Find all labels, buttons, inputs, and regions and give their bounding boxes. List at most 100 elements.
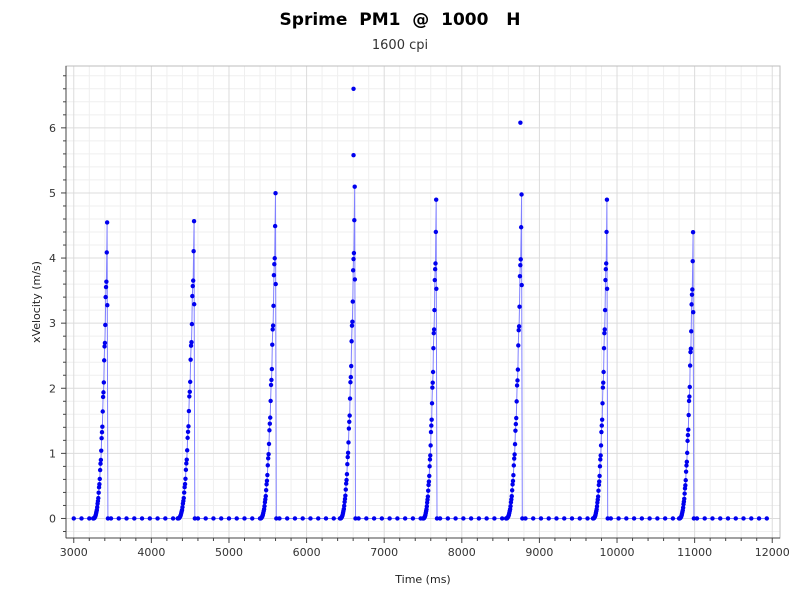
data-point bbox=[180, 504, 185, 510]
data-point bbox=[426, 488, 431, 493]
data-point bbox=[192, 302, 197, 307]
data-point bbox=[499, 516, 505, 521]
data-point bbox=[402, 516, 408, 521]
data-point bbox=[519, 192, 524, 197]
data-point bbox=[347, 413, 352, 418]
data-point bbox=[461, 516, 466, 521]
data-point bbox=[250, 516, 255, 521]
data-point bbox=[102, 344, 107, 349]
data-point bbox=[352, 184, 357, 189]
data-point bbox=[342, 503, 347, 509]
data-point bbox=[71, 516, 76, 521]
x-tick-label: 5000 bbox=[215, 546, 243, 559]
data-point bbox=[101, 390, 106, 395]
data-point bbox=[518, 262, 523, 268]
data-point bbox=[190, 283, 195, 289]
data-point bbox=[433, 261, 438, 266]
data-point bbox=[346, 440, 351, 445]
data-point bbox=[387, 516, 392, 521]
data-point bbox=[523, 516, 528, 521]
data-point bbox=[599, 423, 604, 428]
x-tick-label: 9000 bbox=[525, 546, 553, 559]
data-point bbox=[348, 380, 353, 385]
data-point bbox=[100, 409, 105, 414]
data-point bbox=[347, 396, 353, 401]
y-axis-label: xVelocity (m/s) bbox=[30, 261, 43, 343]
data-point bbox=[733, 516, 738, 521]
plot-area bbox=[66, 66, 780, 538]
data-point bbox=[741, 516, 746, 521]
data-point bbox=[597, 479, 602, 484]
data-point bbox=[562, 516, 567, 521]
data-point bbox=[432, 307, 437, 313]
data-point bbox=[756, 516, 762, 521]
data-point bbox=[103, 322, 108, 328]
data-point bbox=[347, 419, 352, 424]
data-point bbox=[683, 483, 688, 488]
data-point bbox=[99, 430, 105, 435]
data-point bbox=[163, 516, 168, 521]
data-point bbox=[132, 516, 137, 521]
data-point bbox=[431, 331, 436, 336]
data-point bbox=[272, 261, 277, 267]
data-point bbox=[349, 363, 354, 369]
data-point bbox=[188, 357, 193, 362]
y-tick-label: 0 bbox=[49, 512, 56, 525]
data-point bbox=[344, 471, 350, 477]
data-point bbox=[186, 408, 192, 414]
data-point bbox=[690, 230, 696, 235]
data-point bbox=[694, 516, 700, 521]
data-point bbox=[96, 495, 101, 501]
chart-title: Sprime PM1 @ 1000 H bbox=[279, 10, 521, 30]
data-point bbox=[608, 516, 614, 521]
data-point bbox=[268, 382, 274, 388]
data-point bbox=[266, 451, 271, 457]
data-point bbox=[516, 324, 522, 329]
data-point bbox=[351, 256, 356, 262]
outlier-point bbox=[518, 120, 523, 125]
data-point bbox=[683, 478, 688, 483]
data-point bbox=[424, 504, 430, 509]
data-point bbox=[687, 384, 692, 390]
data-point bbox=[410, 516, 416, 521]
data-point bbox=[685, 432, 691, 438]
data-point bbox=[103, 284, 109, 290]
data-point bbox=[433, 197, 439, 202]
data-point bbox=[270, 342, 275, 347]
data-point bbox=[508, 503, 513, 509]
data-point bbox=[684, 463, 689, 468]
data-point bbox=[596, 482, 602, 488]
data-point bbox=[189, 339, 194, 345]
data-point bbox=[265, 472, 270, 478]
data-point bbox=[191, 249, 196, 254]
data-point bbox=[155, 516, 160, 521]
data-point bbox=[190, 293, 195, 299]
data-point bbox=[599, 429, 604, 435]
data-point bbox=[595, 494, 601, 499]
data-point bbox=[598, 457, 603, 462]
y-tick-label: 3 bbox=[49, 317, 56, 330]
data-point bbox=[511, 473, 516, 478]
data-point bbox=[688, 346, 694, 351]
data-point bbox=[599, 417, 605, 422]
data-point bbox=[725, 516, 731, 521]
data-point bbox=[343, 481, 349, 486]
data-point bbox=[577, 516, 582, 521]
data-point bbox=[516, 327, 521, 333]
data-point bbox=[430, 380, 435, 385]
data-point bbox=[234, 516, 239, 521]
data-point bbox=[512, 456, 517, 461]
data-point bbox=[184, 457, 189, 462]
data-point bbox=[344, 477, 349, 483]
data-point bbox=[518, 225, 524, 230]
data-point bbox=[100, 394, 106, 400]
x-tick-label: 6000 bbox=[293, 546, 321, 559]
data-point bbox=[492, 516, 497, 521]
data-point bbox=[292, 516, 298, 521]
data-point bbox=[268, 415, 273, 420]
data-point bbox=[513, 421, 519, 427]
data-point bbox=[170, 516, 176, 521]
data-point bbox=[602, 307, 608, 313]
data-point bbox=[601, 346, 607, 351]
